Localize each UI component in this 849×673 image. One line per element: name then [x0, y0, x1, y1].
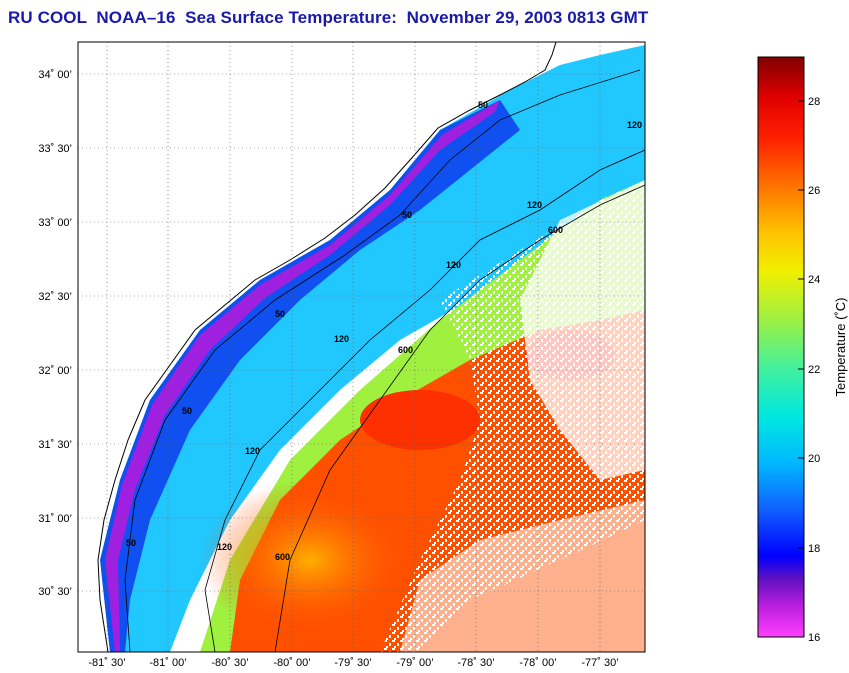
contour-label: 50 — [402, 210, 412, 220]
lat-tick-label: 32˚ 00’ — [38, 365, 72, 377]
colorbar — [757, 56, 805, 638]
lat-tick-label: 31˚ 00’ — [38, 513, 72, 525]
lon-tick-label: -80˚ 30’ — [211, 657, 248, 669]
lon-tick-label: -78˚ 30’ — [457, 657, 494, 669]
lat-tick-label: 30˚ 30’ — [38, 586, 72, 598]
contour-label: 120 — [334, 334, 349, 344]
graticule — [78, 42, 645, 652]
contour-label: 120 — [217, 542, 232, 552]
longitude-axis: -81˚ 30’ -81˚ 00’ -80˚ 30’ -80˚ 00’ -79˚… — [88, 657, 618, 669]
contour-label: 600 — [275, 552, 290, 562]
warm-core — [200, 480, 420, 640]
colorbar-tick-label: 22 — [808, 364, 820, 376]
lon-tick-label: -79˚ 30’ — [334, 657, 371, 669]
lat-tick-label: 34˚ 00’ — [38, 69, 72, 81]
colorbar-ticks: 28 26 24 22 20 18 16 — [798, 96, 820, 644]
contour-label: 600 — [548, 225, 563, 235]
contour-label: 600 — [398, 345, 413, 355]
contour-label: 50 — [182, 406, 192, 416]
land-area — [78, 42, 560, 652]
lat-tick-label: 32˚ 30’ — [38, 291, 72, 303]
colorbar-tick-label: 20 — [808, 453, 820, 465]
colorbar-tick-label: 24 — [808, 274, 820, 286]
lat-tick-label: 33˚ 30’ — [38, 143, 72, 155]
lat-tick-label: 31˚ 30’ — [38, 439, 72, 451]
colorbar-label: Temperature (˚C) — [833, 298, 848, 397]
colorbar-tick-label: 18 — [808, 543, 820, 555]
colorbar-tick-label: 26 — [808, 185, 820, 197]
lat-tick-label: 33˚ 00’ — [38, 217, 72, 229]
contour-label: 50 — [275, 309, 285, 319]
colorbar-tick-label: 16 — [808, 632, 820, 644]
lon-tick-label: -79˚ 00’ — [396, 657, 433, 669]
contour-labels: 50 50 50 50 50 120 120 120 120 120 120 6… — [126, 100, 642, 562]
map-frame: 50 50 50 50 50 120 120 120 120 120 120 6… — [78, 42, 645, 652]
colorbar-tick-label: 28 — [808, 96, 820, 108]
warm-patch — [360, 390, 480, 450]
contour-label: 120 — [627, 120, 642, 130]
contour-label: 120 — [245, 446, 260, 456]
lon-tick-label: -80˚ 00’ — [273, 657, 310, 669]
lon-tick-label: -78˚ 00’ — [519, 657, 556, 669]
contour-label: 50 — [478, 100, 488, 110]
lon-tick-label: -81˚ 00’ — [149, 657, 186, 669]
map-title: RU COOL NOAA–16 Sea Surface Temperature:… — [8, 8, 649, 27]
lon-tick-label: -77˚ 30’ — [581, 657, 618, 669]
contour-600m — [274, 184, 645, 652]
map-border — [77, 41, 646, 653]
contour-label: 120 — [527, 200, 542, 210]
contour-label: 120 — [446, 260, 461, 270]
contour-120m — [204, 149, 645, 652]
purple-coastal-edge — [105, 100, 500, 652]
cool-shelf-water — [100, 45, 645, 652]
contour-label: 50 — [126, 538, 136, 548]
coastline — [97, 42, 557, 652]
cloud-clear — [520, 180, 645, 480]
cloud-clear — [400, 500, 645, 652]
lon-tick-label: -81˚ 30’ — [88, 657, 125, 669]
latitude-axis: 34˚ 00’ 33˚ 30’ 33˚ 00’ 32˚ 30’ 32˚ 00’ … — [38, 69, 72, 598]
contour-50m — [124, 69, 641, 652]
